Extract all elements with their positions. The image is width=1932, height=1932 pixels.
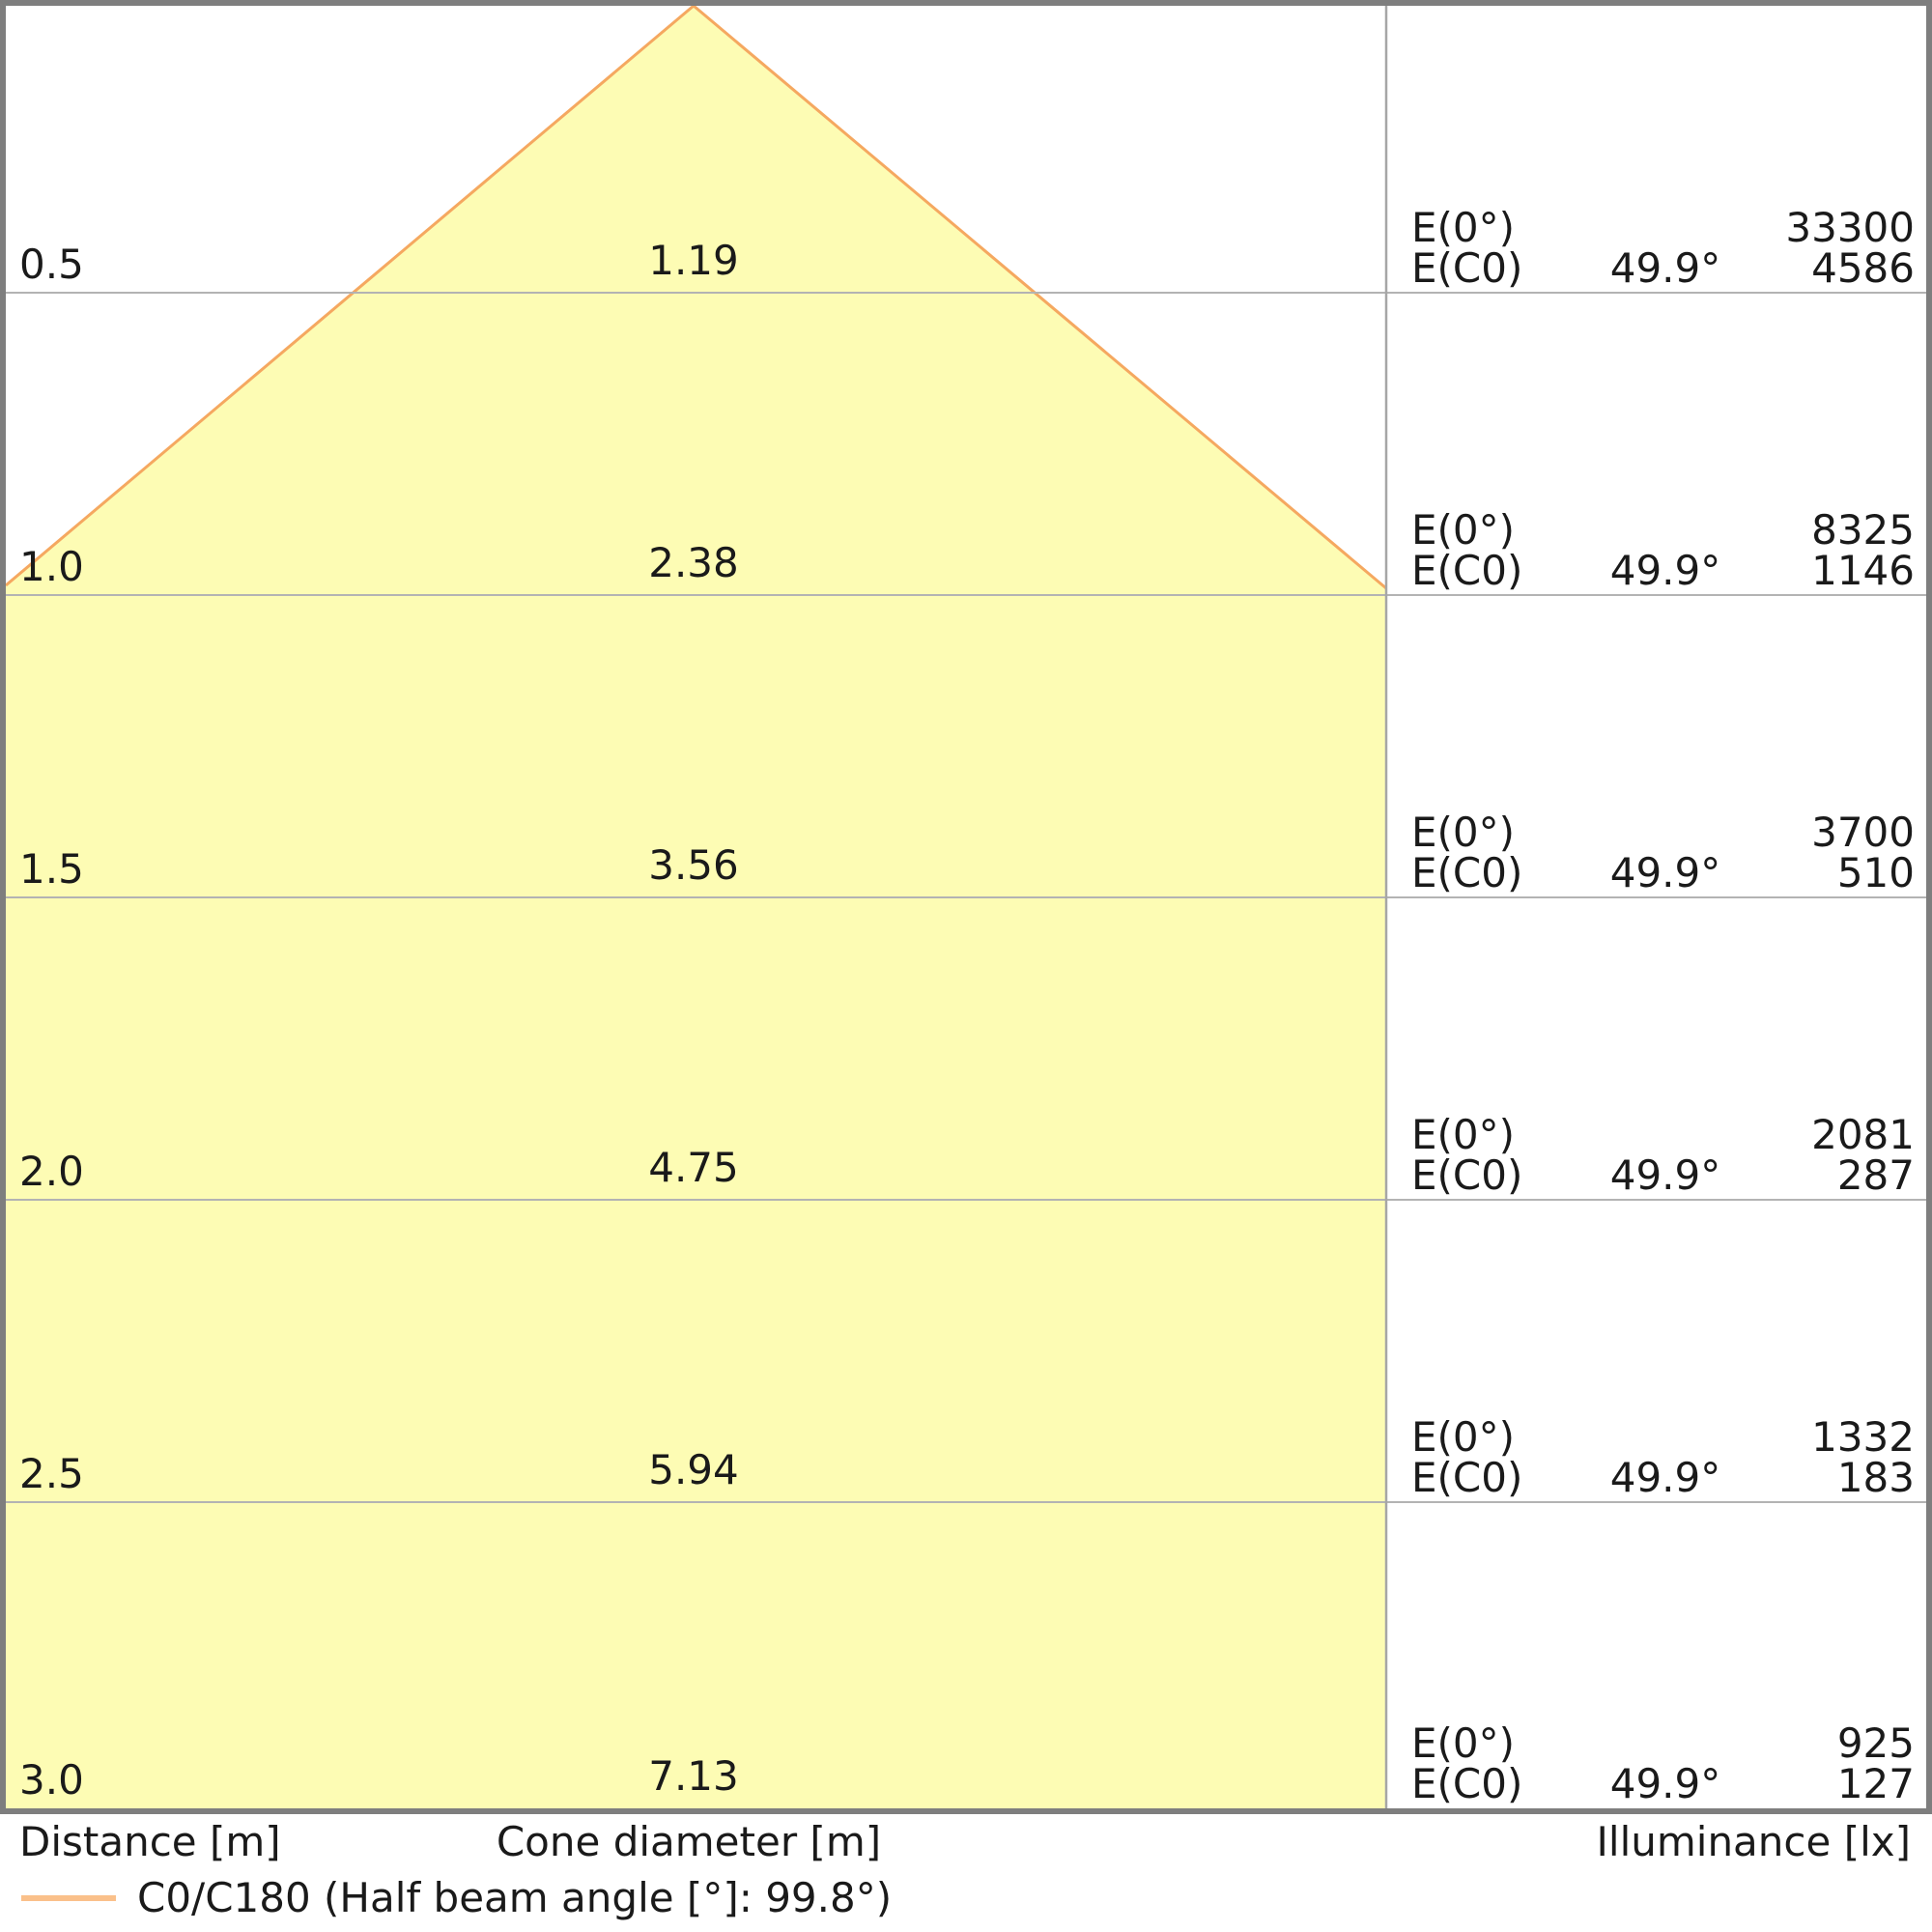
cone-diameter-label: 5.94 [648, 1446, 739, 1493]
ec0-value: 4586 [1811, 244, 1915, 292]
e0-label: E(0°) [1411, 204, 1516, 251]
legend: C0/C180 (Half beam angle [°]: 99.8°) [21, 1876, 892, 1920]
ec0-angle: 49.9° [1609, 1454, 1721, 1501]
spacer [1551, 208, 1779, 248]
e0-value: 925 [1836, 1719, 1915, 1767]
ec0-angle: 49.9° [1609, 244, 1721, 292]
e0-label: E(0°) [1411, 1719, 1516, 1767]
cone-diameter-label: 7.13 [648, 1752, 739, 1800]
distance-label: 3.0 [19, 1756, 84, 1804]
e0-label: E(0°) [1411, 1111, 1516, 1158]
cone-polygon [6, 6, 1386, 1808]
spacer [1551, 812, 1779, 853]
cone-diagram [6, 6, 1926, 1808]
e0-value: 2081 [1811, 1111, 1915, 1158]
legend-label: C0/C180 (Half beam angle [°]: 99.8°) [137, 1874, 893, 1921]
ec0-label: E(C0) [1411, 1151, 1523, 1199]
footer-illuminance-label: Illuminance [lx] [1596, 1818, 1911, 1865]
ec0-value: 127 [1836, 1760, 1915, 1807]
spacer [1551, 1723, 1779, 1764]
ec0-label: E(C0) [1411, 547, 1523, 594]
cone-diameter-label: 1.19 [648, 237, 739, 284]
legend-line-icon [21, 1895, 116, 1901]
spacer [1551, 510, 1779, 551]
distance-label: 1.0 [19, 543, 84, 590]
e0-label: E(0°) [1411, 506, 1516, 554]
footer-distance-label: Distance [m] [19, 1818, 281, 1865]
distance-label: 2.5 [19, 1450, 84, 1497]
distance-label: 0.5 [19, 241, 84, 288]
e0-value: 8325 [1811, 506, 1915, 554]
e0-value: 33300 [1785, 204, 1915, 251]
ec0-value: 287 [1836, 1151, 1915, 1199]
ec0-label: E(C0) [1411, 244, 1523, 292]
ec0-value: 183 [1836, 1454, 1915, 1501]
footer-cone-label: Cone diameter [m] [496, 1818, 882, 1865]
illuminance-block: E(0°) 8325 E(C0) 49.9° 1146 [1406, 510, 1915, 591]
distance-label: 1.5 [19, 845, 84, 893]
cone-diameter-label: 4.75 [648, 1144, 739, 1191]
distance-label: 2.0 [19, 1148, 84, 1195]
illuminance-block: E(0°) 33300 E(C0) 49.9° 4586 [1406, 208, 1915, 289]
ec0-label: E(C0) [1411, 849, 1523, 896]
ec0-angle: 49.9° [1609, 849, 1721, 896]
spacer [1551, 1417, 1779, 1458]
ec0-angle: 49.9° [1609, 1151, 1721, 1199]
illuminance-block: E(0°) 1332 E(C0) 49.9° 183 [1406, 1417, 1915, 1498]
illuminance-block: E(0°) 925 E(C0) 49.9° 127 [1406, 1723, 1915, 1804]
ec0-label: E(C0) [1411, 1454, 1523, 1501]
cone-diameter-label: 3.56 [648, 841, 739, 889]
ec0-label: E(C0) [1411, 1760, 1523, 1807]
e0-value: 3700 [1811, 809, 1915, 856]
illuminance-block: E(0°) 3700 E(C0) 49.9° 510 [1406, 812, 1915, 894]
beam-edge-line [6, 6, 1387, 590]
e0-value: 1332 [1811, 1413, 1915, 1461]
ec0-value: 1146 [1811, 547, 1915, 594]
illuminance-block: E(0°) 2081 E(C0) 49.9° 287 [1406, 1115, 1915, 1196]
e0-label: E(0°) [1411, 809, 1516, 856]
cone-diameter-label: 2.38 [648, 539, 739, 586]
e0-label: E(0°) [1411, 1413, 1516, 1461]
ec0-angle: 49.9° [1609, 547, 1721, 594]
ec0-angle: 49.9° [1609, 1760, 1721, 1807]
ec0-value: 510 [1836, 849, 1915, 896]
spacer [1551, 1115, 1779, 1155]
cone-chart-panel: 0.5 1.19 E(0°) 33300 E(C0) 49.9° 4586 1.… [0, 0, 1932, 1814]
